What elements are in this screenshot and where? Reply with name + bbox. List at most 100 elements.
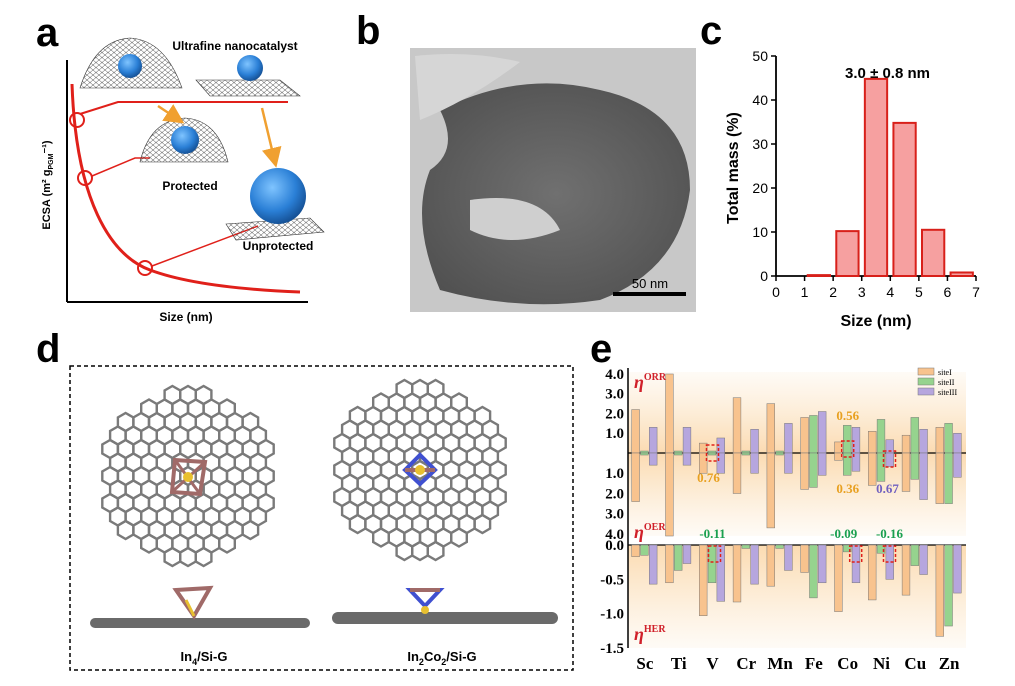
panel-e-x-tick-label: Sc bbox=[636, 654, 653, 673]
value-label-co-down: 0.36 bbox=[836, 481, 859, 496]
label-in4-si-g: In4/Si-G bbox=[181, 649, 228, 667]
value-label-ni-her: -0.16 bbox=[876, 526, 904, 541]
panel-e-x-tick-label: Mn bbox=[767, 654, 793, 673]
her-bar-siteI bbox=[699, 544, 708, 616]
panel-e-her-tick: -1.0 bbox=[600, 607, 624, 623]
panel-c-y-tick-label: 30 bbox=[752, 136, 768, 152]
oer-bar-siteI bbox=[868, 452, 877, 486]
oer-bar-siteII bbox=[809, 452, 818, 488]
panel-c-x-tick-label: 5 bbox=[915, 284, 923, 300]
tem-void-1 bbox=[415, 54, 520, 120]
tem-void-2 bbox=[470, 198, 560, 240]
section-label-orr: ηORR bbox=[634, 372, 667, 392]
oer-bar-siteII bbox=[640, 452, 649, 456]
graphene-hexagon bbox=[218, 533, 236, 554]
panel-c-x-tick-label: 3 bbox=[858, 284, 866, 300]
value-label-co-her: -0.09 bbox=[830, 526, 858, 541]
highlight-co-orr bbox=[840, 440, 855, 458]
graphene-sheet-right bbox=[333, 378, 507, 562]
oer-bar-siteII bbox=[944, 452, 953, 504]
panel-label-e: e bbox=[590, 327, 612, 371]
highlight-v-orr bbox=[705, 444, 720, 462]
orr-bar-siteI bbox=[868, 431, 877, 454]
her-bar-siteII bbox=[775, 544, 784, 549]
panel-c-histogram: Total mass (%) Size (nm) 3.0 ± 0.8 nm 0 1… bbox=[725, 48, 980, 330]
oer-bar-siteIII bbox=[716, 452, 725, 474]
si-atom-side-right bbox=[421, 606, 429, 614]
legend-swatch-siteIII bbox=[917, 387, 935, 396]
panel-a-label-unprotected: Unprotected bbox=[243, 239, 314, 253]
graphene-hexagon bbox=[426, 540, 445, 562]
her-bar-siteII bbox=[707, 544, 717, 584]
oer-bar-siteIII bbox=[750, 452, 759, 474]
panel-a-point-protected bbox=[77, 170, 93, 186]
oer-bar-siteII bbox=[741, 452, 750, 456]
panel-a-arrow-2 bbox=[260, 107, 282, 168]
her-bar-siteI bbox=[665, 544, 674, 584]
legend-label-siteII: siteII bbox=[938, 378, 955, 387]
tem-particle-cluster bbox=[422, 83, 690, 305]
oer-bar-siteIII bbox=[682, 452, 692, 466]
orr-bar-siteII bbox=[944, 423, 953, 454]
her-bar-siteII bbox=[741, 544, 750, 549]
graphene-hexagon bbox=[372, 527, 390, 548]
panel-e-x-tick-label: Zn bbox=[939, 654, 960, 673]
graphene-hexagon bbox=[348, 513, 367, 535]
section-label-her: ηHER bbox=[634, 624, 666, 644]
panel-c-x-tick-label: 1 bbox=[801, 284, 809, 300]
oer-bar-siteIII bbox=[885, 452, 894, 467]
oer-bar-siteII bbox=[707, 452, 717, 456]
orr-bar-siteI bbox=[732, 397, 742, 454]
side-view-right bbox=[332, 588, 558, 624]
orr-bar-siteII bbox=[809, 415, 818, 454]
highlight-ni-orr bbox=[882, 450, 897, 468]
panel-label-d: d bbox=[36, 327, 60, 371]
panel-label-c: c bbox=[700, 9, 722, 53]
graphene-hexagon bbox=[116, 519, 135, 541]
oer-bar-siteI bbox=[901, 452, 911, 492]
panel-e-overpotential-chart: 4.03.02.01.01.02.03.04.00.0-0.5-1.0-1.5S… bbox=[600, 367, 966, 673]
legend-label-siteI: siteI bbox=[938, 368, 952, 377]
panel-a-ecsa-curve bbox=[70, 83, 301, 294]
nanoparticle-3 bbox=[171, 126, 199, 154]
panel-a-leader-ultrafine bbox=[79, 101, 288, 115]
oer-bar-siteIII bbox=[649, 452, 658, 466]
her-bar-siteIII bbox=[682, 544, 692, 564]
panel-e-orr-tick-down: 2.0 bbox=[605, 486, 624, 502]
orr-bar-siteI bbox=[665, 373, 674, 454]
her-bar-siteI bbox=[800, 544, 809, 573]
her-bar-siteI bbox=[901, 544, 911, 596]
her-bar-siteII bbox=[944, 544, 953, 627]
oer-bar-siteI bbox=[935, 452, 944, 504]
panel-c-x-label: Size (nm) bbox=[840, 313, 911, 330]
oer-bar-siteI bbox=[766, 452, 775, 529]
value-label-v: 0.76 bbox=[697, 470, 720, 485]
orr-bar-siteII bbox=[741, 450, 750, 454]
panel-c-bar bbox=[892, 121, 917, 277]
her-bar-siteI bbox=[834, 544, 843, 612]
panel-c-x-tick-label: 4 bbox=[886, 284, 894, 300]
orr-bar-siteI bbox=[766, 403, 775, 454]
oer-bar-siteI bbox=[732, 452, 742, 494]
panel-e-orr-tick-down: 1.0 bbox=[605, 466, 624, 482]
panel-c-y-tick-label: 20 bbox=[752, 180, 768, 196]
oer-bar-siteIII bbox=[919, 452, 928, 500]
oer-bar-siteI bbox=[699, 452, 708, 474]
her-bar-siteII bbox=[640, 544, 649, 556]
panel-d-frame bbox=[69, 365, 574, 671]
orr-bar-siteII bbox=[707, 450, 717, 454]
her-bar-siteII bbox=[674, 544, 683, 571]
section-label-oer: ηOER bbox=[634, 522, 666, 542]
orr-bar-siteII bbox=[674, 450, 683, 454]
side-view-left bbox=[90, 585, 310, 628]
support-mesh-2 bbox=[195, 79, 301, 97]
graphene-hexagon bbox=[163, 546, 182, 568]
si-bond-left bbox=[184, 599, 196, 617]
her-bar-siteI bbox=[868, 544, 877, 601]
nanoparticle-4 bbox=[250, 168, 306, 224]
oer-bar-siteI bbox=[800, 452, 809, 490]
panel-e-orr-tick-down: 4.0 bbox=[605, 527, 624, 543]
orr-bar-siteIII bbox=[919, 429, 928, 454]
panel-c-bar bbox=[921, 228, 946, 278]
